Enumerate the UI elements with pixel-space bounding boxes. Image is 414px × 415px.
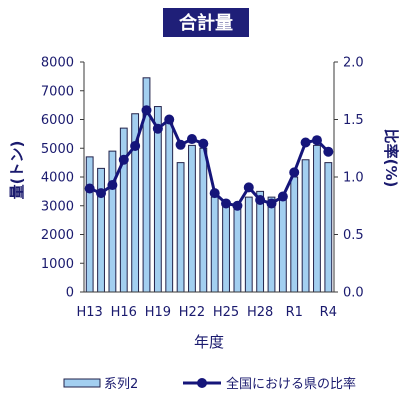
legend-line-label: 全国における県の比率 [226,376,356,392]
chart-title-background [163,8,249,37]
x-axis-title: 年度 [194,333,224,351]
ratio-point [277,191,288,202]
ratio-point [84,183,95,194]
bar [267,196,276,293]
ratio-point [118,154,129,165]
bar [210,196,219,293]
ratio-point [209,188,220,199]
legend-line-marker [197,378,207,388]
legend: 系列2 全国における県の比率 [63,376,356,392]
ratio-point [289,167,300,178]
bar [244,196,253,293]
legend-item-line: 全国における県の比率 [183,376,356,392]
ratio-point [175,139,186,150]
x-axis-tick-label: H28 [247,305,273,320]
bar [199,147,208,293]
x-axis-tick-label: H13 [77,305,103,320]
bar [222,202,230,293]
bar [233,205,242,293]
ratio-point [232,200,243,211]
ratio-point [255,195,266,205]
bar [97,167,105,293]
y-axis-left-tick-label: 4000 [41,171,74,186]
ratio-point [243,182,254,193]
ratio-point [96,188,107,199]
y-axis-right-ticks: 0.0 0.5 1.0 1.5 2.0 [334,56,364,301]
bar-series [85,77,333,293]
bar [85,156,94,293]
y-axis-left-tick-label: 7000 [41,84,74,99]
legend-bar-label: 系列2 [104,377,138,392]
y-axis-right-tick-label: 0.5 [343,228,364,243]
bar [119,127,128,293]
bar [153,106,162,293]
ratio-line [89,108,330,208]
y-axis-right-title: 比率(%) [382,129,400,188]
x-axis-ticks: H13 H16 H19 H22 H25 H28 R1 R4 [77,305,337,320]
x-axis-tick-label: R4 [320,305,337,320]
y-axis-left-tick-label: 2000 [41,228,74,243]
y-axis-left-tick-label: 1000 [41,257,74,272]
ratio-point [186,134,197,145]
ratio-point [107,180,118,191]
y-axis-right-tick-label: 1.0 [343,171,364,186]
x-axis-tick-label: R1 [286,305,303,320]
y-axis-left-tick-label: 0 [66,286,74,301]
ratio-point [152,123,163,134]
y-axis-left-title: 量(トン) [8,141,26,200]
ratio-point [311,135,322,146]
bar [108,150,117,293]
legend-item-bar: 系列2 [63,377,138,392]
y-axis-left-tick-label: 6000 [41,113,74,128]
ratio-point [221,198,232,209]
x-axis-tick-label: H19 [145,305,171,320]
bar [278,196,287,293]
bar [313,144,321,293]
bar [256,190,265,293]
chart-title-box: 合計量 [163,8,249,37]
line-series [84,105,334,211]
chart-title: 合計量 [179,12,233,34]
y-axis-left-ticks: 0 1000 2000 3000 4000 5000 6000 7000 8000 [41,56,84,301]
bar [301,159,310,293]
x-axis-tick-label: H16 [111,305,137,320]
x-axis-tick-label: H22 [179,305,205,320]
x-axis-tick-label: H25 [213,305,239,320]
legend-bar-swatch [63,378,101,388]
ratio-point [164,114,175,125]
ratio-point [198,138,209,149]
bar [188,144,196,293]
y-axis-left-tick-label: 8000 [41,56,74,71]
ratio-point [130,140,141,151]
ratio-point [141,105,152,116]
y-axis-right-tick-label: 1.5 [343,113,364,128]
bar [290,176,299,293]
ratio-point [266,198,277,209]
bar [324,162,333,293]
bar [165,121,174,293]
y-axis-left-tick-label: 3000 [41,199,74,214]
bar [176,162,185,293]
ratio-point [300,137,311,148]
y-axis-right-tick-label: 2.0 [343,56,364,71]
y-axis-right-tick-label: 0.0 [343,286,364,301]
ratio-point [323,146,334,157]
y-axis-left-tick-label: 5000 [41,142,74,157]
